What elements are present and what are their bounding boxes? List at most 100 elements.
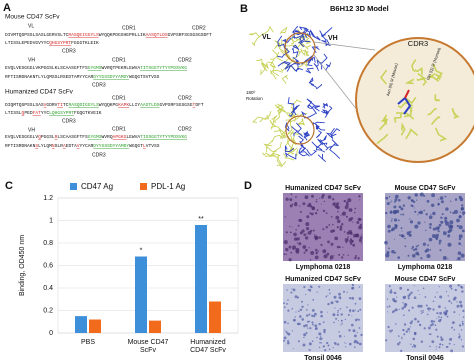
cell <box>435 346 437 348</box>
cell <box>417 253 420 256</box>
cell <box>287 322 289 325</box>
cell <box>326 311 328 313</box>
cell <box>341 223 344 226</box>
cell <box>439 249 442 252</box>
cell <box>349 232 353 235</box>
cell <box>410 291 413 294</box>
cell <box>289 198 293 202</box>
cell <box>330 229 334 233</box>
cell <box>343 290 345 293</box>
highlight-circle <box>284 32 316 64</box>
cell <box>337 320 339 322</box>
cell <box>460 329 463 331</box>
cell <box>445 207 449 211</box>
cell <box>416 199 418 201</box>
cell <box>346 306 348 309</box>
cell <box>323 254 328 259</box>
molecule-stick <box>321 33 326 38</box>
cell <box>406 288 410 291</box>
cell <box>442 256 447 260</box>
cell <box>294 316 296 318</box>
molecule-stick <box>298 135 304 147</box>
cell <box>447 231 449 233</box>
cell <box>450 200 452 202</box>
molecule-stick <box>298 147 309 157</box>
cell <box>311 321 314 324</box>
cdr-label: CDR1 <box>112 95 126 101</box>
cell <box>461 244 463 246</box>
cell <box>393 205 397 209</box>
cell <box>339 227 343 231</box>
cell <box>448 300 451 303</box>
molecule-stick <box>299 35 312 45</box>
cell <box>409 331 411 333</box>
cell <box>354 256 357 260</box>
cell <box>334 236 339 241</box>
chain-name: VL <box>28 23 34 29</box>
sequence-segment: R <box>55 134 58 140</box>
molecule-stick <box>277 108 286 115</box>
cell <box>299 308 303 311</box>
cell <box>336 226 339 229</box>
cell <box>295 229 297 231</box>
cell <box>343 231 345 233</box>
cell <box>309 349 311 351</box>
cell <box>359 236 363 240</box>
cell <box>459 304 463 307</box>
cell <box>314 255 319 260</box>
cell <box>397 342 400 346</box>
cell <box>439 295 443 299</box>
tissue-label: Lymphoma 0218 <box>398 264 453 271</box>
cell <box>310 229 313 233</box>
sequence-segment: TI <box>57 102 63 108</box>
cell <box>334 307 336 309</box>
cell <box>398 341 401 344</box>
molecule-stick <box>291 51 301 65</box>
cell <box>403 303 405 305</box>
sequence-segment: A <box>63 143 66 149</box>
sequence-segment: LTISSLEPEDVGVYYC <box>5 40 49 46</box>
cell <box>357 217 361 221</box>
cell <box>431 203 435 207</box>
cell <box>337 311 339 314</box>
cell <box>412 200 416 204</box>
residue-stick <box>428 72 440 82</box>
residue-stick <box>414 66 423 75</box>
cell <box>462 316 465 318</box>
cell <box>394 291 397 295</box>
cell <box>432 308 435 311</box>
cell <box>457 251 462 255</box>
mutation-residue <box>404 89 410 99</box>
cell <box>339 308 342 310</box>
cell <box>320 335 322 337</box>
cell <box>447 242 452 247</box>
cell <box>338 296 342 299</box>
cell <box>459 211 461 213</box>
molecule-stick <box>295 67 303 73</box>
y-axis-label: Binding, OD450 nm <box>19 235 26 296</box>
sequence-segment: DYYGSSDYYAMDY <box>93 143 129 149</box>
cell <box>358 327 361 329</box>
cell <box>394 299 397 303</box>
x-tick-label: Mouse CD47 ScFv <box>128 339 169 354</box>
sequence-segment: TISSGGTYTYYPDSVKG <box>140 134 187 140</box>
cell <box>305 222 310 227</box>
cell <box>309 285 313 288</box>
molecule-stick <box>311 141 328 149</box>
cell <box>419 192 424 197</box>
sequence-segment: PED <box>24 110 33 116</box>
cell <box>458 195 462 199</box>
cell <box>417 244 420 247</box>
cell <box>358 225 363 230</box>
cell <box>307 304 309 306</box>
molecule-stick <box>312 121 325 125</box>
cell <box>459 300 462 304</box>
legend-swatch <box>70 183 77 190</box>
cell <box>308 342 312 346</box>
cell <box>458 324 462 327</box>
residue-stick <box>434 94 441 102</box>
cell <box>327 302 330 306</box>
cell <box>418 323 422 327</box>
residue-stick <box>430 116 441 126</box>
molecule-stick <box>321 39 331 47</box>
